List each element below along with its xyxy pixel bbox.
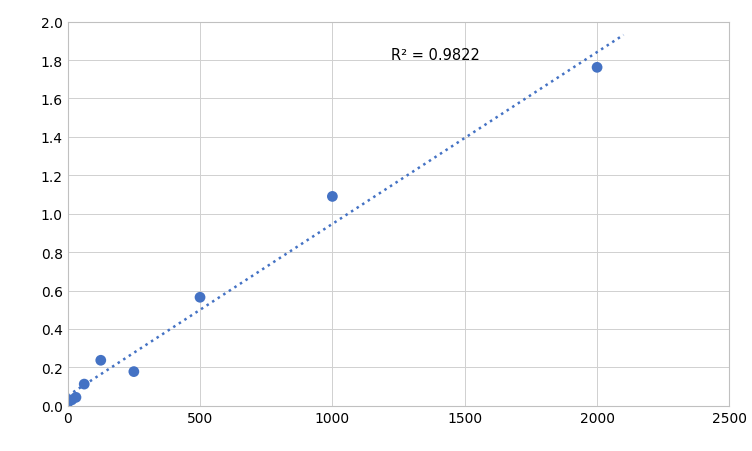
Point xyxy=(70,394,82,401)
Point xyxy=(78,381,90,388)
Point xyxy=(128,368,140,375)
Text: R² = 0.9822: R² = 0.9822 xyxy=(390,47,480,62)
Point xyxy=(62,399,74,406)
Point xyxy=(194,294,206,301)
Point xyxy=(66,396,77,404)
Point xyxy=(326,193,338,201)
Point xyxy=(95,357,107,364)
Point xyxy=(591,64,603,72)
